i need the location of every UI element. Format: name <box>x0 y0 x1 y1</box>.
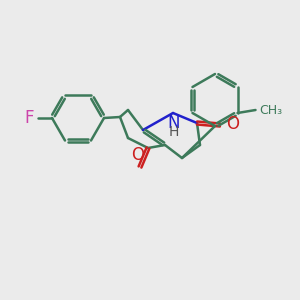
Text: N: N <box>168 114 180 132</box>
Text: O: O <box>226 115 239 133</box>
Text: CH₃: CH₃ <box>260 103 283 116</box>
Text: H: H <box>169 125 179 139</box>
Text: O: O <box>131 146 145 164</box>
Text: F: F <box>25 109 34 127</box>
